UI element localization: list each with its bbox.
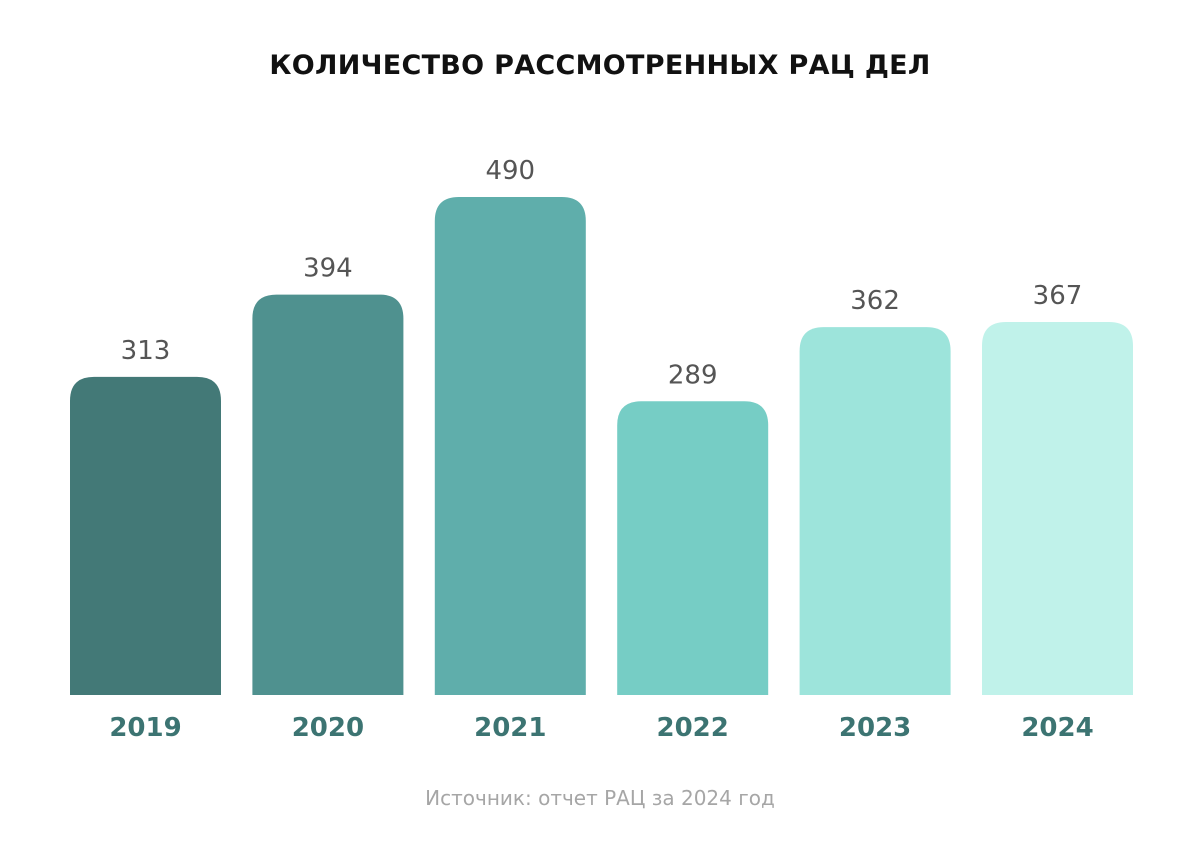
bar-2024 xyxy=(982,322,1133,695)
value-label-2022: 289 xyxy=(668,360,718,390)
category-label-2023: 2023 xyxy=(839,713,911,743)
value-label-2023: 362 xyxy=(850,286,900,316)
value-label-2019: 313 xyxy=(121,336,171,366)
bar-2019 xyxy=(70,376,221,695)
value-label-2024: 367 xyxy=(1033,281,1083,311)
source-note: Источник: отчет РАЦ за 2024 год xyxy=(425,786,775,810)
value-label-2021: 490 xyxy=(485,156,535,186)
bar-2020 xyxy=(252,294,404,695)
category-label-2024: 2024 xyxy=(1021,713,1093,743)
bar-2022 xyxy=(617,401,769,695)
bar-2021 xyxy=(434,197,586,695)
bar-2023 xyxy=(799,327,951,695)
category-label-2021: 2021 xyxy=(474,713,546,743)
category-label-2019: 2019 xyxy=(109,713,181,743)
chart-title: КОЛИЧЕСТВО РАССМОТРЕННЫХ РАЦ ДЕЛ xyxy=(269,50,931,81)
category-label-2022: 2022 xyxy=(657,713,729,743)
category-label-2020: 2020 xyxy=(292,713,364,743)
value-label-2020: 394 xyxy=(303,254,353,284)
